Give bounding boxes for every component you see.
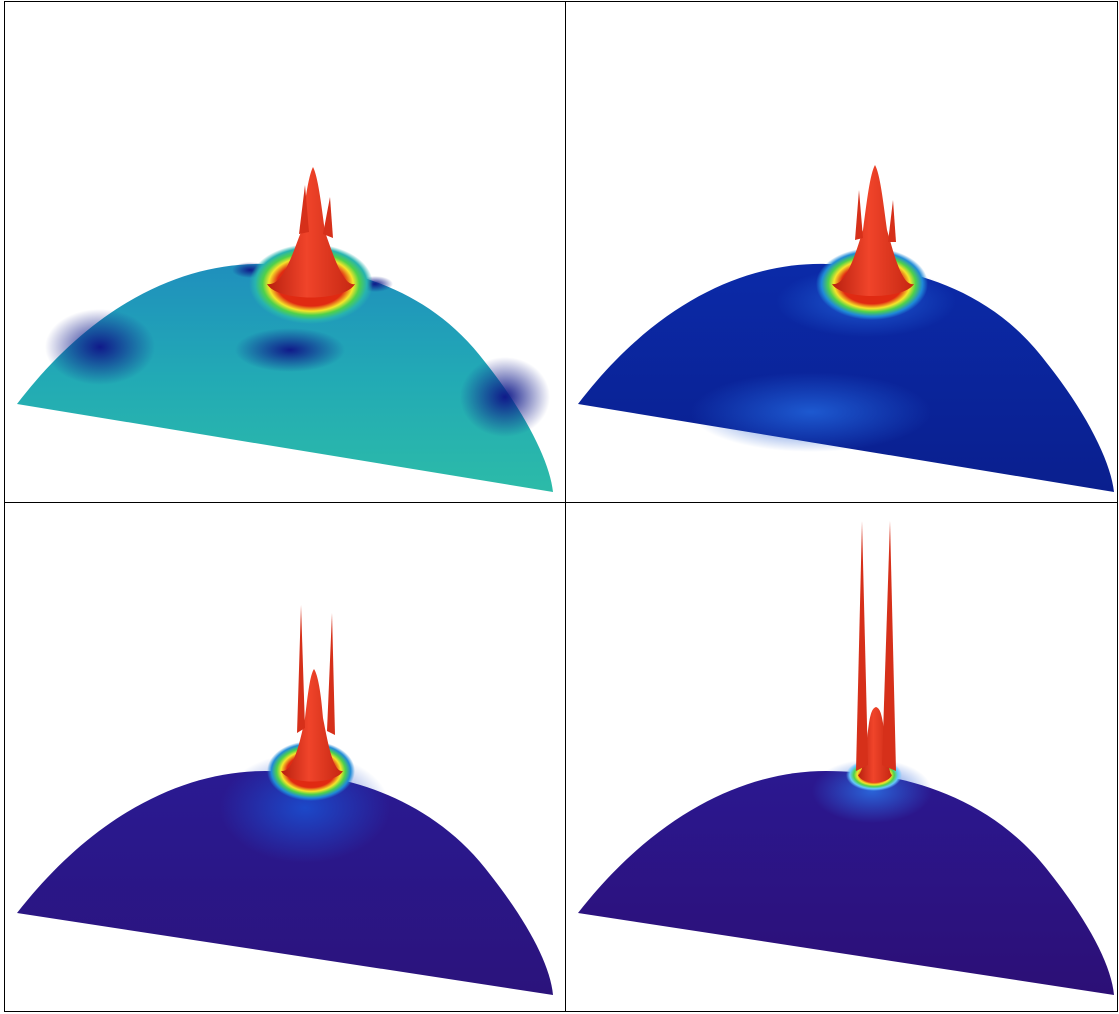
side-spike: [888, 200, 896, 242]
dome-surface: [17, 263, 553, 492]
dark-lobe: [235, 328, 345, 372]
central-peak: [281, 669, 343, 782]
dark-lobe: [45, 309, 155, 385]
side-spike: [882, 521, 896, 771]
dome-surface: [17, 771, 553, 995]
panel-bottom-left: [5, 503, 563, 1001]
surface-plot-top-left: [17, 167, 553, 492]
side-spike: [856, 521, 868, 771]
surface-plot-bottom-left: [17, 605, 553, 995]
panel-top-left: [5, 2, 563, 500]
dark-lobe: [460, 357, 550, 437]
side-spike: [299, 185, 309, 234]
side-spike: [327, 613, 335, 735]
dome-surface: [578, 771, 1114, 995]
light-lobe: [691, 372, 931, 452]
grid-divider-horizontal: [5, 502, 1117, 503]
central-peak: [832, 165, 914, 296]
side-spike: [855, 190, 863, 240]
grid-divider-vertical: [565, 2, 566, 1011]
panel-top-right: [566, 2, 1119, 500]
side-spike: [323, 197, 333, 238]
central-peak: [267, 167, 355, 298]
figure-grid: [4, 1, 1118, 1012]
side-spike: [297, 605, 305, 733]
surface-plot-top-right: [578, 165, 1114, 492]
panel-bottom-right: [566, 503, 1119, 1001]
surface-plot-bottom-right: [578, 521, 1114, 995]
